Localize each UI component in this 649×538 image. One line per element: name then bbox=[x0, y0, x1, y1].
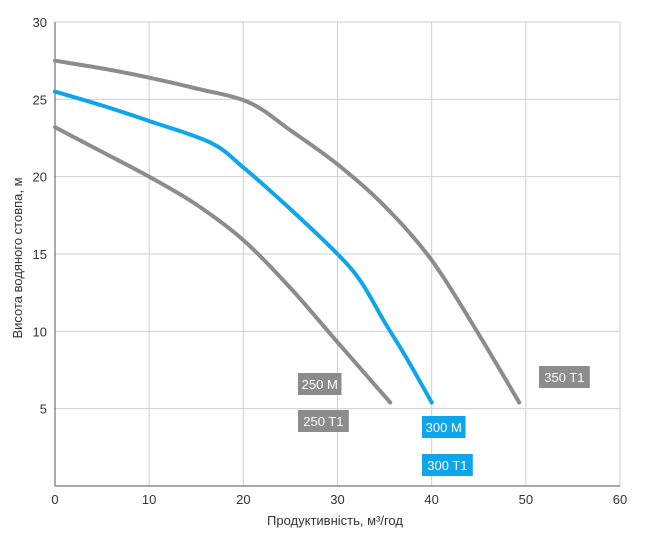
label-300-t1-text: 300 T1 bbox=[427, 458, 467, 473]
label-350-t1-text: 350 T1 bbox=[544, 370, 584, 385]
label-250-m-bg bbox=[298, 373, 342, 395]
label-250-m: 250 M bbox=[298, 373, 342, 395]
y-tick-label-15: 15 bbox=[33, 247, 47, 262]
x-tick-label-30: 30 bbox=[330, 492, 344, 507]
x-axis-label: Продуктивність, м³/год bbox=[267, 513, 403, 528]
curve-300-m bbox=[53, 89, 434, 405]
x-tick-label-10: 10 bbox=[142, 492, 156, 507]
x-tick-label-60: 60 bbox=[613, 492, 627, 507]
label-300-t1: 300 T1 bbox=[422, 454, 473, 476]
x-tick-label-0: 0 bbox=[51, 492, 58, 507]
axes: 0 10 20 30 40 50 60 5 10 15 20 25 30 bbox=[33, 15, 628, 507]
curve-labels: 250 M 250 T1 300 M 300 T1 350 T1 bbox=[298, 366, 590, 476]
curve-350-t1 bbox=[53, 58, 522, 405]
x-tick-label-40: 40 bbox=[424, 492, 438, 507]
y-tick-label-5: 5 bbox=[40, 402, 47, 417]
label-300-t1-bg bbox=[422, 454, 473, 476]
curve-250-m bbox=[53, 125, 393, 405]
y-tick-label-10: 10 bbox=[33, 324, 47, 339]
label-350-t1: 350 T1 bbox=[539, 366, 590, 388]
label-250-t1: 250 T1 bbox=[298, 410, 349, 432]
y-axis-label: Висота водяного стовпа, м bbox=[10, 177, 25, 338]
curves bbox=[53, 58, 522, 405]
x-tick-label-20: 20 bbox=[236, 492, 250, 507]
label-300-m: 300 M bbox=[422, 416, 466, 438]
label-300-m-text: 300 M bbox=[426, 420, 462, 435]
label-350-t1-bg bbox=[539, 366, 590, 388]
x-tick-label-50: 50 bbox=[519, 492, 533, 507]
y-tick-label-20: 20 bbox=[33, 170, 47, 185]
y-tick-label-25: 25 bbox=[33, 92, 47, 107]
label-300-m-bg bbox=[422, 416, 466, 438]
label-250-t1-bg bbox=[298, 410, 349, 432]
label-250-t1-text: 250 T1 bbox=[303, 414, 343, 429]
y-tick-label-30: 30 bbox=[33, 15, 47, 30]
label-250-m-text: 250 M bbox=[302, 377, 338, 392]
